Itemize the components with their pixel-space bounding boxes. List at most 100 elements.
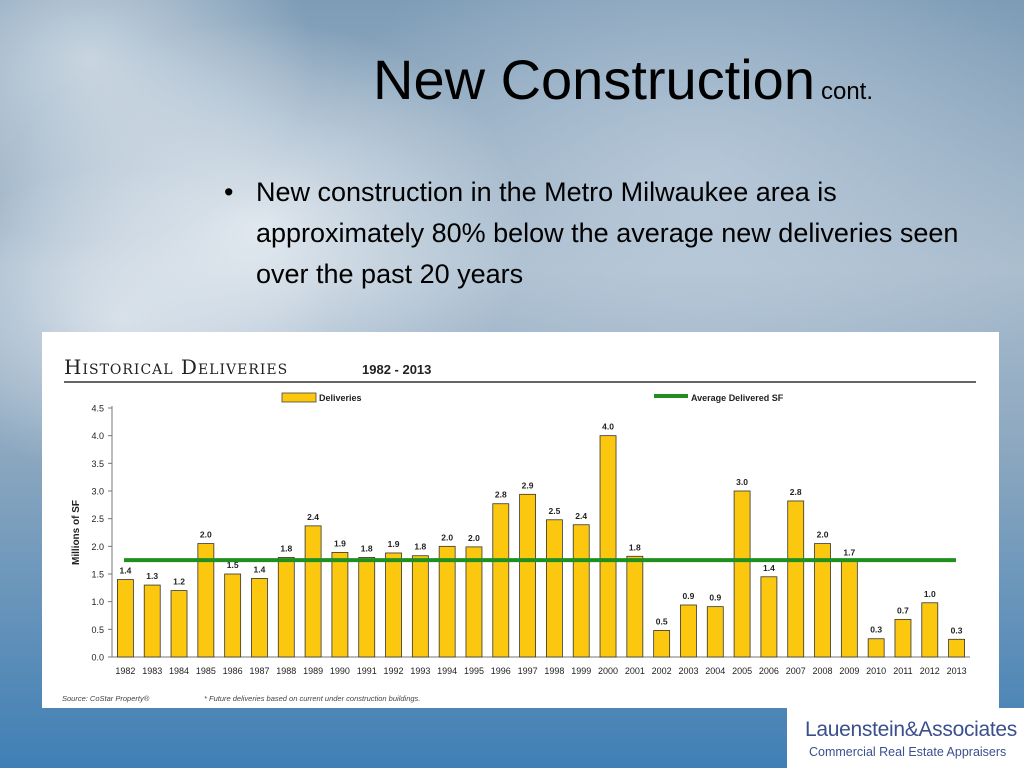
data-label-1989: 2.4 [307,512,319,522]
bar-2001 [626,555,644,658]
logo-subtitle: Commercial Real Estate Appraisers [809,745,1007,759]
x-tick-label-1983: 1983 [142,666,162,676]
data-label-2000: 4.0 [602,422,614,432]
y-tick-label: 2.5 [91,514,104,524]
y-tick-label: 1.0 [91,597,104,607]
bar-1994 [438,545,456,658]
x-tick-label-1984: 1984 [169,666,189,676]
x-tick-label-1989: 1989 [303,666,323,676]
legend-swatch-deliveries [281,392,317,403]
x-tick-label-1991: 1991 [357,666,377,676]
x-tick-label-1990: 1990 [330,666,350,676]
y-tick-label: 0.0 [91,653,104,663]
x-tick-label-1986: 1986 [223,666,243,676]
data-label-2013: 0.3 [951,625,963,635]
x-tick-label-2003: 2003 [678,666,698,676]
bar-1996 [492,503,510,658]
bullet-marker: • [224,177,234,207]
x-tick-label-2011: 2011 [893,666,912,676]
chart-footnote: * Future deliveries based on current und… [204,694,420,703]
x-tick-label-1994: 1994 [437,666,457,676]
x-tick-label-2010: 2010 [866,666,886,676]
bar-2000 [599,435,617,658]
data-label-2012: 1.0 [924,589,936,599]
data-label-1986: 1.5 [227,560,239,570]
data-label-2010: 0.3 [870,625,882,635]
x-tick-label-1998: 1998 [544,666,564,676]
y-tick-label: 0.5 [91,625,104,635]
bar-2007 [787,500,805,658]
x-tick-label-2009: 2009 [839,666,859,676]
bar-1983 [143,584,161,658]
x-tick-label-2012: 2012 [920,666,940,676]
x-tick-label-1999: 1999 [571,666,591,676]
data-label-1993: 1.8 [414,542,426,552]
data-label-2006: 1.4 [763,563,775,573]
x-tick-label-2002: 2002 [652,666,672,676]
y-tick-label: 2.0 [91,542,104,552]
data-label-1985: 2.0 [200,530,212,540]
data-label-2011: 0.7 [897,605,909,615]
y-tick-label: 3.0 [91,487,104,497]
bar-1995 [465,546,483,658]
bar-1993 [411,555,429,658]
x-tick-label-1988: 1988 [276,666,296,676]
bar-2011 [894,618,912,658]
x-tick-label-1996: 1996 [491,666,511,676]
bar-1985 [197,543,215,658]
bullet-point: • New construction in the Metro Milwauke… [214,172,1004,295]
y-tick-label: 4.5 [91,404,104,414]
x-tick-label-2007: 2007 [786,666,806,676]
slide-title-suffix: cont. [820,78,873,105]
data-label-2004: 0.9 [709,593,721,603]
data-label-1991: 1.8 [361,543,373,553]
bar-1987 [251,578,268,658]
legend-label-deliveries: Deliveries [319,393,362,403]
x-tick-label-1987: 1987 [249,666,269,676]
company-logo: Lauenstein&Associates Commercial Real Es… [787,708,1024,768]
slide-title: New Construction cont. [373,52,873,108]
x-tick-label-2013: 2013 [947,666,967,676]
data-label-1982: 1.4 [119,566,131,576]
bar-2006 [760,576,778,658]
historical-deliveries-chart: Historical Deliveries 1982 - 2013 Deliveri… [62,355,976,703]
data-label-2002: 0.5 [656,616,668,626]
bar-2013 [948,638,965,658]
bar-2010 [867,638,885,658]
data-label-1987: 1.4 [254,564,266,574]
chart-panel: Historical Deliveries 1982 - 2013 Deliveri… [42,332,999,708]
chart-subtitle: 1982 - 2013 [362,362,431,377]
bar-1991 [358,556,376,658]
data-label-2008: 2.0 [817,530,829,540]
x-tick-label-2008: 2008 [813,666,833,676]
y-tick-label: 4.0 [91,431,104,441]
bar-2005 [733,490,751,658]
y-axis-label: Millions of SF [71,500,82,565]
data-label-2007: 2.8 [790,487,802,497]
x-tick-label-1993: 1993 [410,666,430,676]
x-tick-label-1982: 1982 [115,666,135,676]
x-tick-label-2000: 2000 [598,666,618,676]
x-tick-label-1997: 1997 [518,666,538,676]
bar-2002 [653,630,671,658]
bullet-text: New construction in the Metro Milwaukee … [256,177,959,289]
data-label-2003: 0.9 [683,591,695,601]
data-label-2005: 3.0 [736,477,748,487]
data-label-1990: 1.9 [334,538,346,548]
x-tick-label-1985: 1985 [196,666,216,676]
data-label-1984: 1.2 [173,577,185,587]
chart-source: Source: CoStar Property® [62,694,150,703]
bar-1990 [331,552,349,658]
data-label-1995: 2.0 [468,533,480,543]
x-tick-label-2006: 2006 [759,666,779,676]
bar-2003 [680,604,697,658]
data-label-2001: 1.8 [629,542,641,552]
slide-title-text: New Construction [373,48,815,111]
bar-2009 [840,560,858,658]
bar-1992 [385,552,402,658]
bar-2004 [706,606,724,658]
bar-2008 [814,543,831,658]
data-label-1994: 2.0 [441,532,453,542]
bar-1997 [519,493,536,658]
y-tick-label: 1.5 [91,570,104,580]
